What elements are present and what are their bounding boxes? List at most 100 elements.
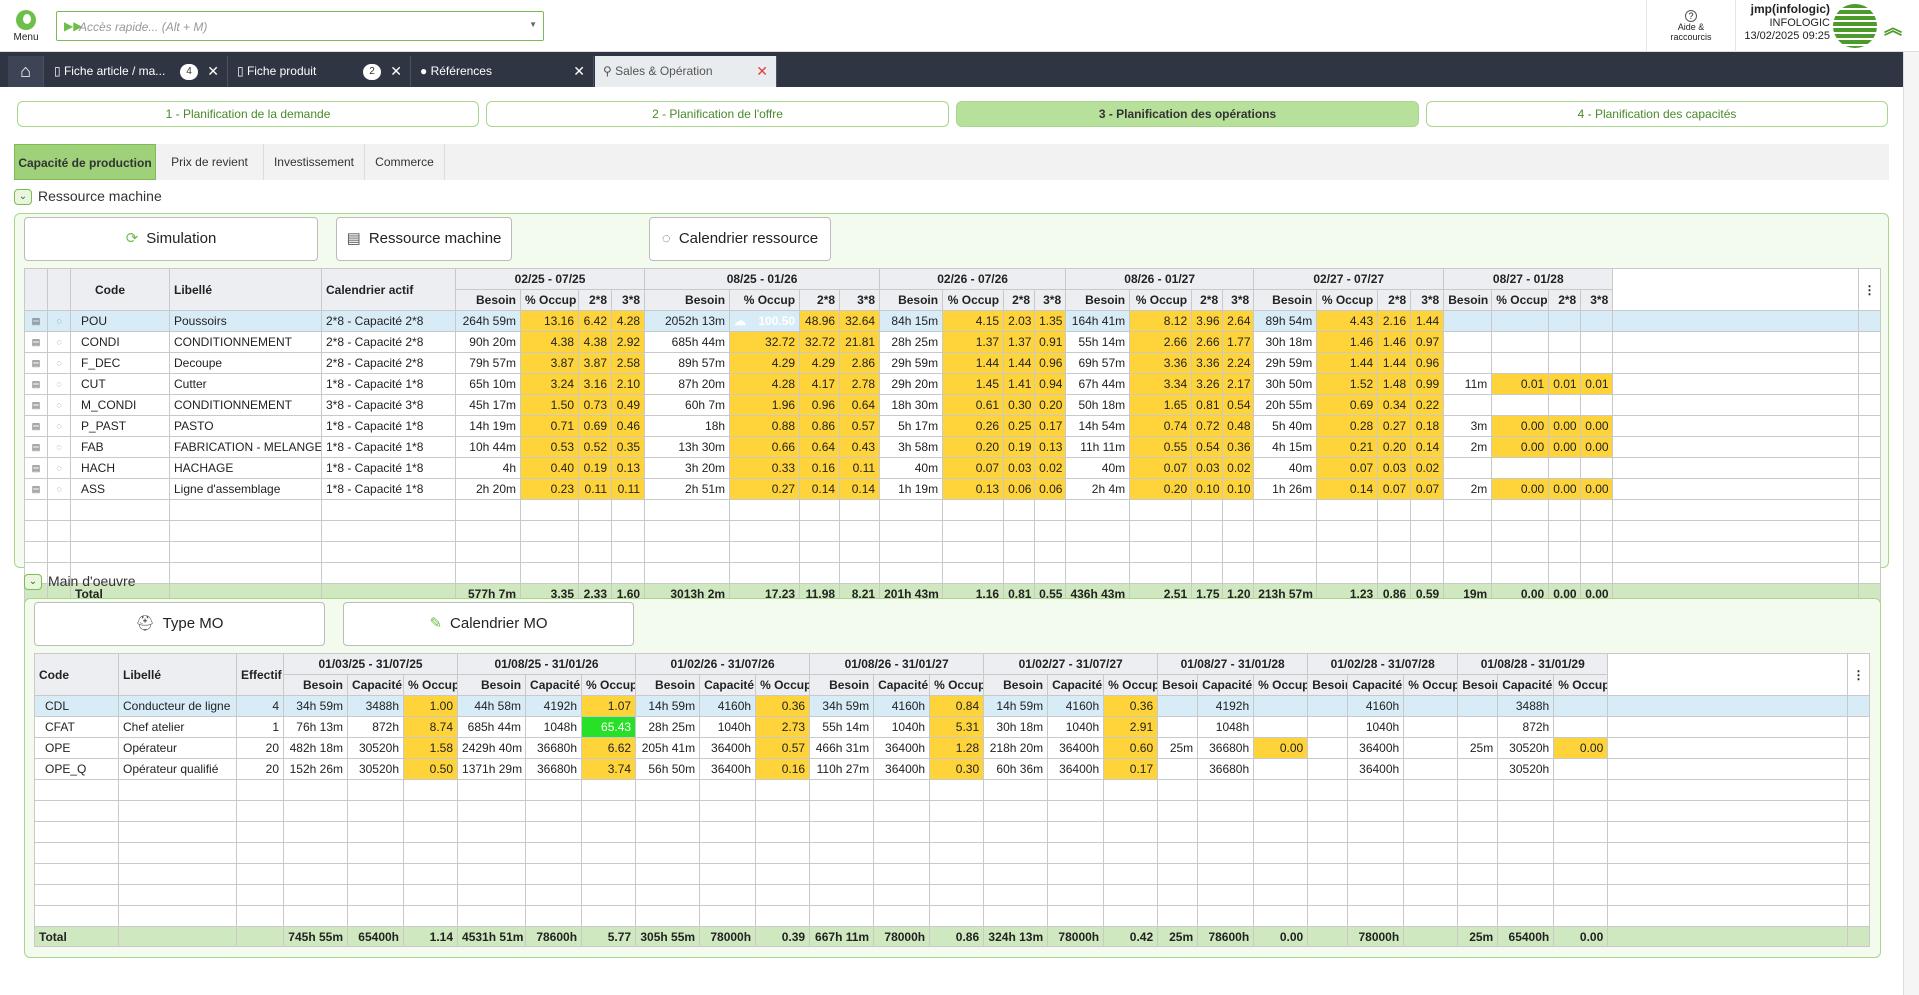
clock-icon[interactable] — [47, 499, 71, 521]
table-row[interactable]: ▤ ◌ ASS Ligne d'assemblage 1*8 - Capacité 1*… — [24, 478, 1881, 500]
ressource-machine-button[interactable]: ▤ Ressource machine — [336, 217, 512, 261]
col-header-capacite[interactable]: Capacité — [1197, 674, 1255, 696]
clock-icon[interactable]: ◌ — [47, 457, 71, 479]
col-header-occup[interactable]: % Occup — [1491, 289, 1550, 311]
col-header-effectif[interactable]: Effectif — [236, 653, 284, 696]
table-row[interactable] — [24, 562, 1881, 584]
table-row[interactable] — [24, 499, 1881, 521]
more-options-icon[interactable]: ⋮ — [1847, 653, 1870, 696]
table-row[interactable]: CFAT Chef atelier 1 76h 13m 872h 8.74 685h 44m… — [34, 716, 1870, 738]
col-header-code[interactable]: Code — [70, 268, 170, 311]
home-tab[interactable]: ⌂ — [8, 56, 44, 87]
table-row[interactable] — [34, 800, 1870, 822]
close-icon[interactable]: ✕ — [756, 63, 768, 79]
clock-icon[interactable]: ◌ — [47, 415, 71, 437]
col-header-besoin[interactable]: Besoin — [879, 289, 944, 311]
step-demande[interactable]: 1 - Planification de la demande — [17, 101, 479, 127]
col-header-occup[interactable]: % Occup — [1253, 674, 1309, 696]
col-header-3x8[interactable]: 3*8 — [610, 289, 646, 311]
table-row[interactable] — [34, 884, 1870, 906]
col-header-besoin[interactable]: Besoin — [455, 289, 521, 311]
table-row[interactable]: ▤ ◌ CONDI CONDITIONNEMENT 2*8 - Capacité 2*8… — [24, 331, 1881, 353]
tab-fiche-article[interactable]: ▯ Fiche article / ma... 4 ✕ — [46, 56, 228, 87]
clock-icon[interactable]: ◌ — [47, 436, 71, 458]
col-header-occup[interactable]: % Occup — [1553, 674, 1609, 696]
table-row[interactable]: ▤ ◌ HACH HACHAGE 1*8 - Capacité 1*8 4h 0.40 0.1… — [24, 457, 1881, 479]
type-mo-button[interactable]: ⛑ Type MO — [34, 602, 325, 646]
close-icon[interactable]: ✕ — [390, 63, 402, 79]
vertical-scrollbar[interactable] — [1903, 52, 1919, 995]
clock-icon[interactable] — [47, 541, 71, 563]
table-row[interactable]: ▤ ◌ POU Poussoirs 2*8 - Capacité 2*8 264h 59m… — [24, 310, 1881, 332]
more-options-icon[interactable]: ⋮ — [1858, 268, 1881, 311]
close-icon[interactable]: ✕ — [207, 63, 219, 79]
table-row[interactable]: ▤ ◌ CUT Cutter 1*8 - Capacité 1*8 65h 10m 3.24… — [24, 373, 1881, 395]
col-header-occup[interactable]: % Occup — [1316, 289, 1379, 311]
col-header-2x8[interactable]: 2*8 — [799, 289, 841, 311]
table-row[interactable]: OPE Opérateur 20 482h 18m 30520h 1.58 2429h 40… — [34, 737, 1870, 759]
col-header-occup[interactable]: % Occup — [942, 289, 1005, 311]
col-header-occup[interactable]: % Occup — [929, 674, 985, 696]
table-row[interactable] — [24, 541, 1881, 563]
tab-sales-operation[interactable]: ⚲ Sales & Opération ✕ — [595, 56, 777, 87]
chevron-down-icon[interactable]: ▼ — [529, 20, 537, 29]
clock-icon[interactable]: ◌ — [47, 331, 71, 353]
col-header-2x8[interactable]: 2*8 — [1548, 289, 1582, 311]
calendrier-ressource-button[interactable]: ◌ Calendrier ressource — [649, 217, 831, 261]
table-row[interactable] — [34, 863, 1870, 885]
clock-icon[interactable]: ◌ — [47, 478, 71, 500]
col-header-3x8[interactable]: 3*8 — [1410, 289, 1445, 311]
machine-icon[interactable]: ▤ — [24, 331, 48, 353]
col-header-3x8[interactable]: 3*8 — [1580, 289, 1614, 311]
col-header-2x8[interactable]: 2*8 — [1377, 289, 1412, 311]
machine-icon[interactable] — [24, 499, 48, 521]
clock-icon[interactable] — [47, 520, 71, 542]
table-row[interactable] — [34, 905, 1870, 927]
col-header-occup[interactable]: % Occup — [1129, 289, 1193, 311]
machine-icon[interactable] — [24, 541, 48, 563]
machine-icon[interactable]: ▤ — [24, 373, 48, 395]
col-header-occup[interactable]: % Occup — [581, 674, 637, 696]
col-header-code[interactable]: Code — [34, 653, 119, 696]
tab-fiche-produit[interactable]: ▯ Fiche produit 2 ✕ — [229, 56, 411, 87]
col-header-occup[interactable]: % Occup — [520, 289, 579, 311]
col-header-3x8[interactable]: 3*8 — [1222, 289, 1255, 311]
machine-icon[interactable] — [24, 520, 48, 542]
step-offre[interactable]: 2 - Planification de l'offre — [486, 101, 949, 127]
col-header-capacite[interactable]: Capacité — [525, 674, 583, 696]
subtab-commerce[interactable]: Commerce — [365, 144, 445, 180]
simulation-button[interactable]: ⟳ Simulation — [24, 217, 318, 261]
col-header-libelle[interactable]: Libellé — [118, 653, 237, 696]
col-header-3x8[interactable]: 3*8 — [839, 289, 881, 311]
subtab-prix[interactable]: Prix de revient — [156, 144, 264, 180]
col-header-besoin[interactable]: Besoin — [1307, 674, 1349, 696]
col-header-besoin[interactable]: Besoin — [1443, 289, 1493, 311]
col-header-besoin[interactable]: Besoin — [1253, 289, 1318, 311]
step-operations[interactable]: 3 - Planification des opérations — [956, 101, 1419, 127]
step-capacites[interactable]: 4 - Planification des capacités — [1426, 101, 1888, 127]
mo-section-header[interactable]: ⌄ Main d'oeuvre — [24, 573, 136, 591]
col-header-besoin[interactable]: Besoin — [1065, 289, 1131, 311]
col-header-capacite[interactable]: Capacité — [347, 674, 404, 696]
col-header-2x8[interactable]: 2*8 — [1003, 289, 1036, 311]
col-header-occup[interactable]: % Occup — [755, 674, 811, 696]
quick-access-input[interactable]: ▶▶ Accès rapide... (Alt + M) ▼ — [56, 11, 544, 41]
clock-icon[interactable]: ◌ — [47, 394, 71, 416]
col-header-capacite[interactable]: Capacité — [699, 674, 757, 696]
clock-icon[interactable]: ◌ — [47, 352, 71, 374]
col-header-occup[interactable]: % Occup — [729, 289, 801, 311]
col-header-libelle[interactable]: Libellé — [169, 268, 322, 311]
col-header-occup[interactable]: % Occup — [1103, 674, 1159, 696]
subtab-investissement[interactable]: Investissement — [264, 144, 365, 180]
subtab-capacite[interactable]: Capacité de production — [14, 144, 156, 180]
tab-references[interactable]: ● Références ✕ — [412, 56, 594, 87]
col-header-2x8[interactable]: 2*8 — [1191, 289, 1224, 311]
col-header-capacite[interactable]: Capacité — [1497, 674, 1555, 696]
table-row[interactable] — [24, 520, 1881, 542]
machine-icon[interactable]: ▤ — [24, 457, 48, 479]
clock-icon[interactable]: ◌ — [47, 373, 71, 395]
table-row[interactable]: ▤ ◌ FAB FABRICATION - MELANGE 1*8 - Capacité… — [24, 436, 1881, 458]
machine-icon[interactable]: ▤ — [24, 415, 48, 437]
col-header-capacite[interactable]: Capacité — [1347, 674, 1405, 696]
machine-icon[interactable]: ▤ — [24, 310, 48, 332]
